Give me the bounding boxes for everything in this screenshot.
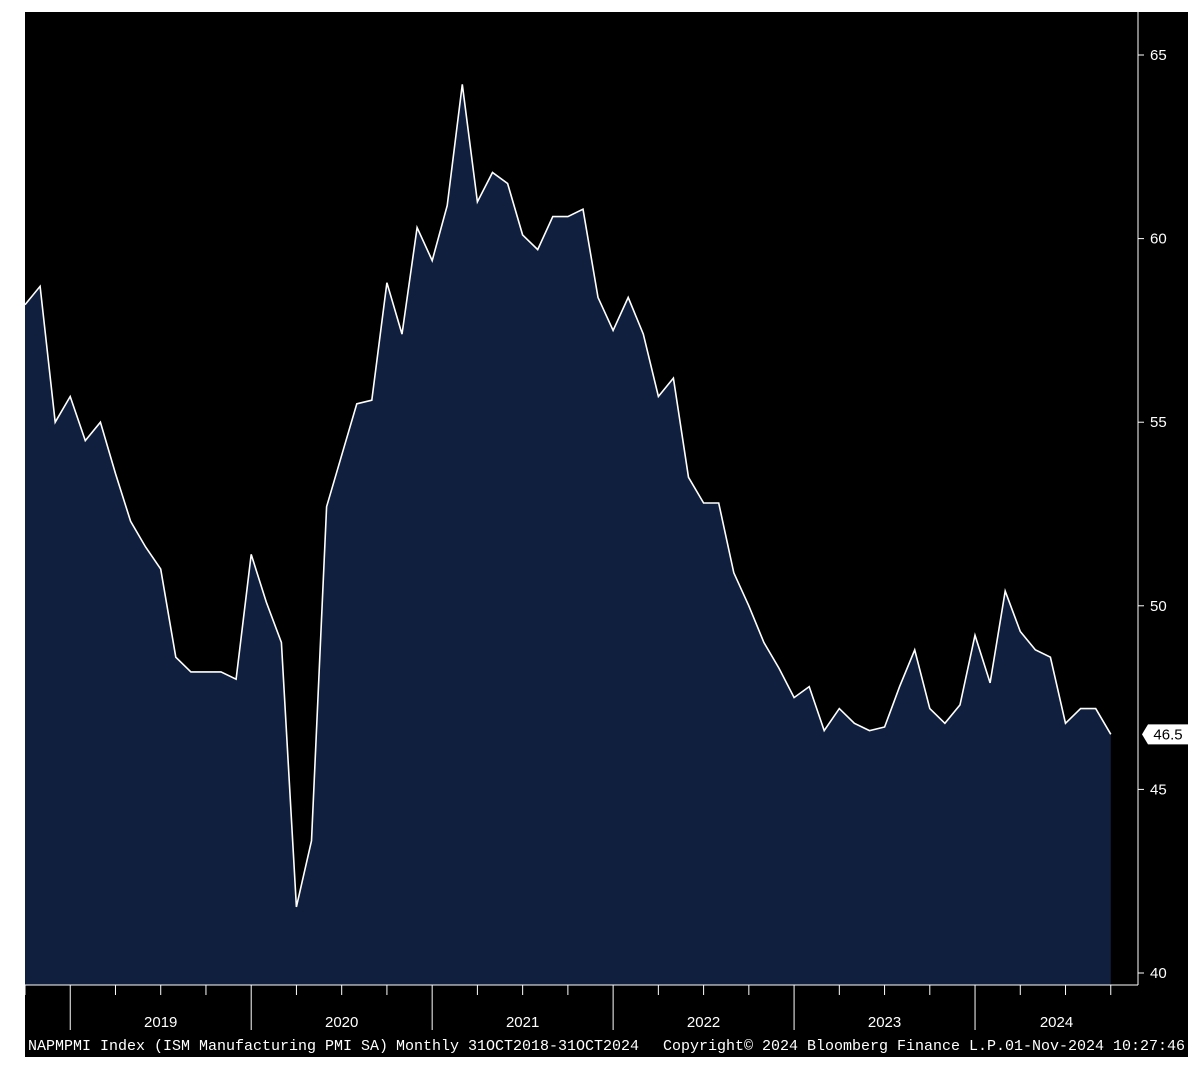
x-year-label: 2022 (687, 1014, 720, 1031)
last-value-label: 46.5 (1153, 726, 1182, 743)
footer-copyright: Copyright© 2024 Bloomberg Finance L.P. (663, 1038, 1005, 1055)
pmi-line (24, 84, 1112, 908)
x-year-label: 2024 (1040, 1014, 1073, 1031)
footer-timestamp: 01-Nov-2024 10:27:46 (1005, 1038, 1185, 1055)
x-year-label: 2023 (868, 1014, 901, 1031)
y-tick-label: 50 (1150, 598, 1167, 615)
y-tick-label: 65 (1150, 47, 1167, 64)
footer-frequency: Monthly 31OCT2018-31OCT2024 (396, 1038, 639, 1055)
y-tick-label: 60 (1150, 231, 1167, 248)
last-value-marker: 46.5 (1142, 724, 1188, 745)
x-year-label: 2021 (506, 1014, 539, 1031)
y-axis-ticks: 40 45 50 55 60 65 (1138, 47, 1167, 982)
x-year-label: 2020 (325, 1014, 358, 1031)
y-tick-label: 40 (1150, 965, 1167, 982)
x-year-label: 2019 (144, 1014, 177, 1031)
y-tick-label: 45 (1150, 781, 1167, 798)
x-axis-ticks: 2019 2020 2021 2022 2023 2024 (24, 985, 1112, 1031)
pmi-area (25, 84, 1111, 985)
last-value-box (1142, 724, 1188, 745)
y-tick-label: 55 (1150, 414, 1167, 431)
footer-ticker: NAPMPMI Index (ISM Manufacturing PMI SA) (28, 1038, 388, 1055)
